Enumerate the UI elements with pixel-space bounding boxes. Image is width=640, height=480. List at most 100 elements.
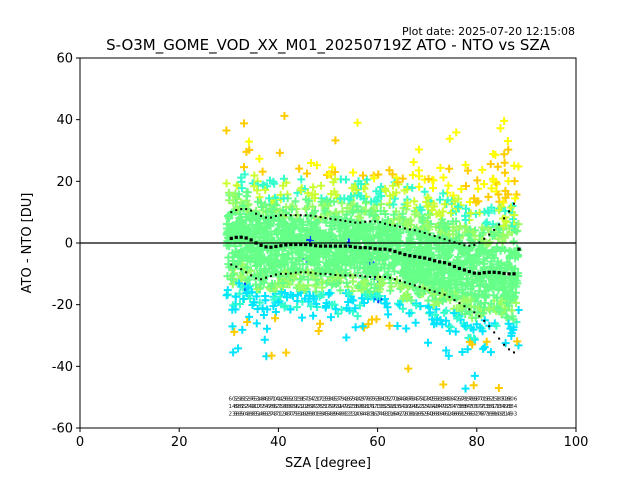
mean-point [294,242,298,247]
scatter-point [461,384,470,393]
count-annotation: 493 [507,412,518,418]
scatter-point [279,279,288,288]
count-annotation: 249 [376,412,387,418]
scatter-point [361,282,370,291]
scatter-point [514,341,523,350]
scatter-point [479,309,488,318]
scatter-point [511,194,520,203]
std-lower-point [408,282,411,285]
scatter-point [342,175,351,184]
count-annotation: 931 [250,412,261,418]
scatter-point [429,320,438,329]
scatter-point [238,325,247,334]
scatter-point [310,206,319,215]
count-annotation: 216 [501,412,512,418]
scatter-point [510,210,519,219]
count-annotation: 380 [283,412,294,418]
scatter-point [476,299,485,308]
count-annotation: 676 [490,404,501,410]
scatter-point [412,226,421,235]
scatter-point [385,166,394,175]
count-annotation: 599 [327,412,338,418]
scatter-point [261,296,270,305]
scatter-point [440,200,449,209]
count-annotation: 449 [354,396,365,402]
scatter-point [357,285,366,294]
scatter-point [351,304,360,313]
scatter-point [301,204,310,213]
scatter-point [461,160,470,169]
y-axis-ticks: -60 -40 -20 0 20 40 60 [52,52,80,437]
count-annotation: 954 [321,412,332,418]
scatter-point [424,194,433,203]
scatter-point [342,333,351,342]
scatter-point [346,261,355,270]
scatter-point [500,168,509,177]
scatter-point [501,186,510,195]
scatter-point [503,137,512,146]
scatter-point [383,222,392,231]
mean-point [477,271,481,276]
scatter-point [414,145,423,154]
count-annotation: 462 [441,412,452,418]
scatter-point [480,343,489,352]
count-annotation: 599 [234,412,245,418]
chart-title: S-O3M_GOME_VOD_XX_M01_20250719Z ATO - NT… [106,36,551,55]
scatter-point [451,327,460,336]
scatter-point [356,180,365,189]
scatter-point [352,185,361,194]
std-upper-point [309,214,312,217]
count-annotation: 671 [458,396,469,402]
scatter-point [512,276,521,285]
std-lower-point [349,274,352,277]
std-upper-point [319,216,322,219]
std-upper-point [304,214,307,217]
count-annotation: 745 [425,396,436,402]
count-annotation: 676 [398,412,409,418]
count-annotation: 208 [403,412,414,418]
mean-point [299,242,303,247]
std-upper-point [329,217,332,220]
scatter-point [432,305,441,314]
scatter-point [236,271,245,280]
count-annotation: 751 [250,396,261,402]
scatter-point [274,259,283,268]
scatter-point [446,284,455,293]
scatter-point [281,230,290,239]
scatter-point [456,258,465,267]
mean-point [418,255,422,259]
count-annotation: 551 [485,396,496,402]
count-annotation: 642 [392,412,403,418]
std-lower-point [398,279,401,282]
scatter-point [342,230,351,239]
scatter-point [244,200,253,209]
count-annotation: 792 [338,396,349,402]
scatter-point [322,218,331,227]
scatter-point [295,216,304,225]
count-annotation: 945 [327,396,338,402]
count-annotation: 718 [479,396,490,402]
scatter-point [314,326,323,335]
scatter-point [260,233,269,242]
std-lower-point [513,351,515,354]
count-annotation: 207 [447,404,458,410]
scatter-point [452,128,461,137]
scatter-point [376,207,385,216]
count-annotation: 615 [458,412,469,418]
scatter-point [434,279,443,288]
scatter-point [494,384,503,393]
scatter-point [351,323,360,332]
scatter-point [337,199,346,208]
scatter-point [349,168,358,177]
scatter-point [509,237,518,246]
std-upper-point [443,238,446,241]
scatter-point [487,257,496,266]
mean-point [269,245,273,249]
scatter-point [497,202,506,211]
scatter-point [333,272,342,281]
mean-point [462,268,466,272]
scatter-point [493,260,502,269]
scatter-point [408,183,417,192]
scatter-point [448,291,457,300]
